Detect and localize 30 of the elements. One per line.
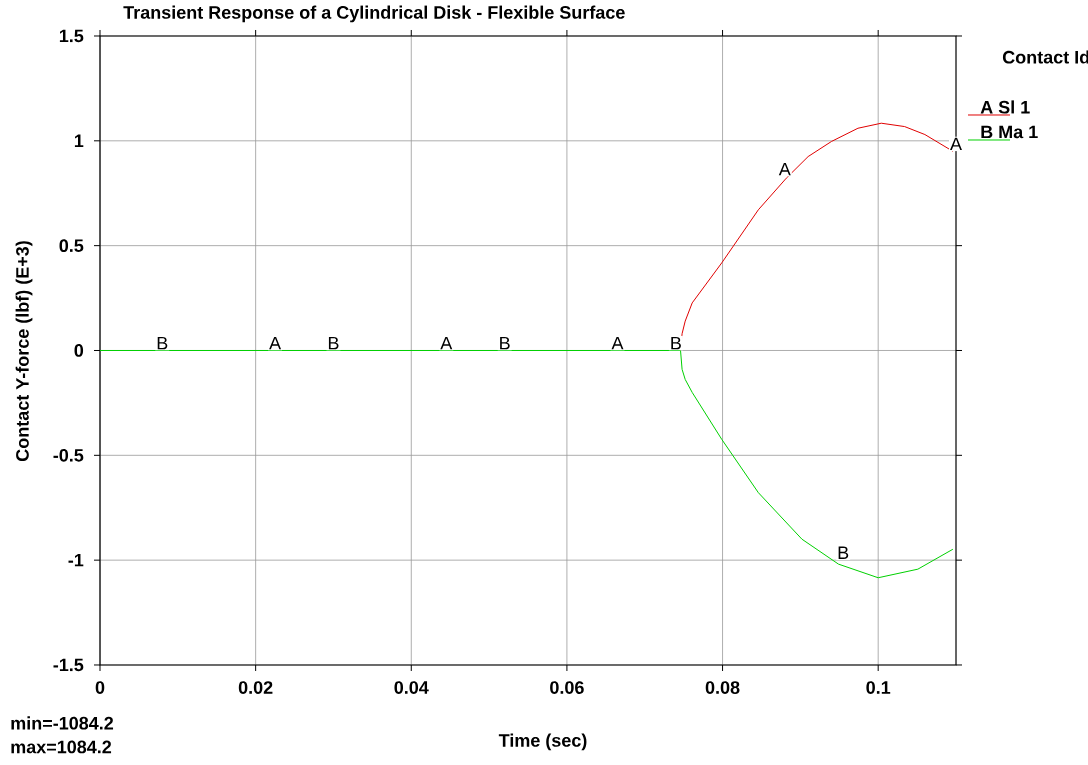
y-tick-label: 1 [74,134,84,148]
y-tick-label: 0.5 [59,239,84,253]
annotation: B [328,336,339,350]
text: min=-1084.2 [11,716,114,730]
x-tick-label: 0.06 [550,681,584,694]
y-tick-label: 1.5 [59,29,84,43]
text: B Ma 1 [981,125,1038,139]
x-tick-label: 0.08 [705,681,740,694]
annotation: B [671,336,681,350]
x-tick-label: 0 [95,681,105,694]
annotation: A [440,336,453,350]
text: A Sl 1 [980,100,1030,114]
text: max=1084.2 [11,740,112,754]
chart-title: Transient Response of a Cylindrical Disk - Flexible Surface [123,5,625,23]
x-tick-label: 0.02 [238,681,273,694]
annotation: B [838,546,849,559]
x-tick-label: 0.04 [394,681,429,694]
x-axis-title: Time (sec) [498,733,587,751]
annotation: A [950,137,962,151]
annotation: B [500,336,510,350]
y-tick-label: -0.5 [53,448,84,462]
annotation: B [157,336,168,350]
x-tick-label: 0.1 [866,681,891,694]
y-tick-label: -1 [68,553,84,567]
y-axis-title: Contact Y-force (lbf) (E+3) [15,241,33,462]
annotation: A [611,336,624,350]
y-tick-label: 0 [74,344,84,357]
y-tick-label: -1.5 [53,658,84,672]
annotation: A [269,336,282,350]
annotation: A [778,162,791,176]
